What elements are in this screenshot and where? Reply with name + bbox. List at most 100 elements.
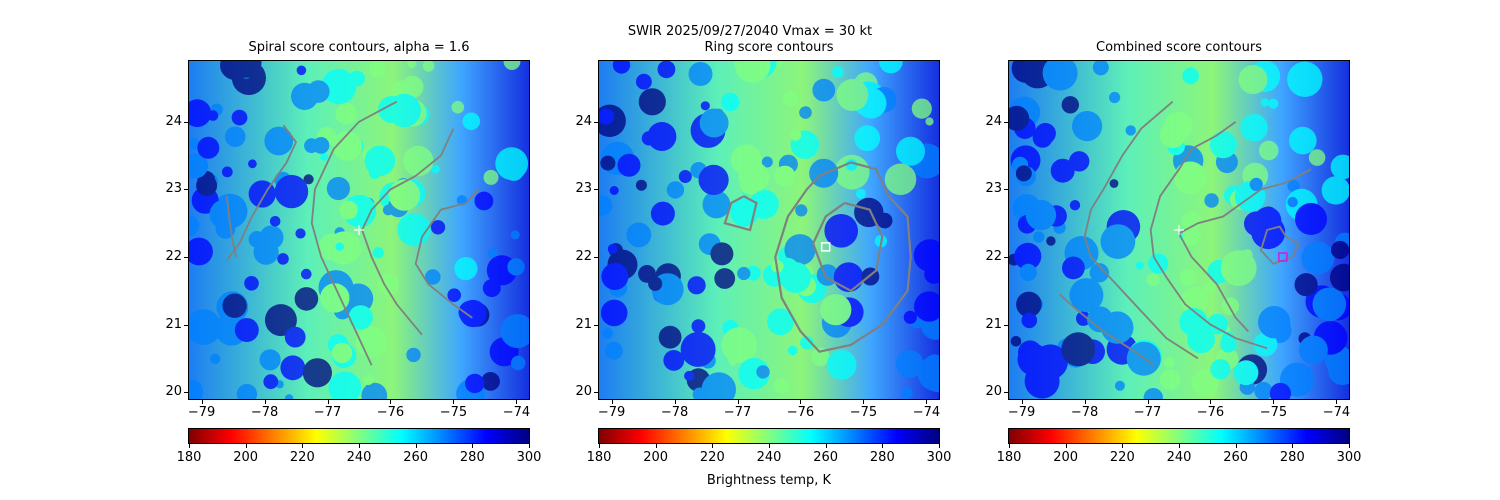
y-tick-label: 24 <box>165 113 182 129</box>
x-tick <box>453 400 455 404</box>
plot-spiral <box>188 60 530 400</box>
y-tick-label: 20 <box>985 384 1002 400</box>
colorbar-tick <box>939 444 940 448</box>
colorbar-tick-label: 220 <box>699 450 725 465</box>
colorbar-tick <box>1235 444 1237 448</box>
colorbar-tick <box>189 444 190 448</box>
colorbar-tick-label: 180 <box>176 450 202 465</box>
x-tick <box>800 400 802 404</box>
colorbar-tick <box>1292 444 1294 448</box>
score-contours <box>723 161 912 353</box>
y-tick <box>594 392 598 394</box>
colorbar-tick <box>1349 444 1350 448</box>
colorbar-tick <box>769 444 770 448</box>
colorbar-tick-label: 240 <box>1166 450 1192 465</box>
y-tick <box>594 189 598 191</box>
colorbar-tick <box>1179 444 1180 448</box>
x-tick-label: −76 <box>376 405 405 420</box>
colorbar-tick <box>415 444 417 448</box>
colorbar-tick-label: 260 <box>403 450 429 465</box>
colorbar-tick <box>882 444 884 448</box>
center-square-marker <box>820 242 831 252</box>
colorbar-tick-label: 280 <box>459 450 485 465</box>
plot-ring <box>598 60 940 400</box>
contour-line-0 <box>1083 100 1199 360</box>
x-tick <box>390 400 392 404</box>
colorbar-tick-label: 260 <box>813 450 839 465</box>
satellite-image-combined <box>1009 61 1349 399</box>
x-tick-label: −77 <box>1133 405 1162 420</box>
contour-line-1 <box>811 201 884 293</box>
y-tick-label: 24 <box>575 113 592 129</box>
satellite-image-spiral <box>189 61 529 399</box>
y-tick-label: 22 <box>985 249 1002 265</box>
colorbar-tick-label: 200 <box>643 450 669 465</box>
y-tick-label: 20 <box>165 384 182 400</box>
x-tick-label: −78 <box>660 405 689 420</box>
y-tick <box>594 257 598 259</box>
center-plus-marker <box>354 225 364 235</box>
x-tick-label: −78 <box>250 405 279 420</box>
colorbar-tick <box>712 444 714 448</box>
x-tick <box>516 400 518 404</box>
y-tick <box>1004 324 1008 326</box>
x-tick <box>1084 400 1086 404</box>
colorbar-tick <box>302 444 304 448</box>
x-tick-label: −78 <box>1070 405 1099 420</box>
colorbar-ring <box>598 428 940 444</box>
x-tick <box>201 400 203 404</box>
colorbar-tick-label: 300 <box>516 450 542 465</box>
x-tick-label: −74 <box>1322 405 1351 420</box>
x-tick-label: −77 <box>723 405 752 420</box>
colorbar-tick <box>245 444 247 448</box>
colorbar-tick-label: 280 <box>869 450 895 465</box>
x-tick <box>1273 400 1275 404</box>
y-tick <box>184 189 188 191</box>
y-tick-label: 23 <box>985 181 1002 197</box>
contour-line-1 <box>226 124 298 261</box>
contour-line-2 <box>1058 293 1155 366</box>
y-tick-label: 21 <box>985 316 1002 332</box>
x-tick-label: −75 <box>439 405 468 420</box>
colorbar-tick <box>1065 444 1067 448</box>
panel-title-spiral: Spiral score contours, alpha = 1.6 <box>248 40 470 55</box>
image-background <box>599 61 939 399</box>
panel-title-ring: Ring score contours <box>704 40 834 55</box>
colorbar-tick <box>825 444 827 448</box>
contour-line-3 <box>361 128 455 336</box>
y-tick <box>184 392 188 394</box>
colorbar-tick <box>655 444 657 448</box>
y-tick-label: 21 <box>575 316 592 332</box>
colorbar-tick <box>359 444 360 448</box>
colorbar-tick <box>529 444 530 448</box>
satellite-image-ring <box>599 61 939 399</box>
colorbar-tick-label: 200 <box>233 450 259 465</box>
center-plus-marker <box>1174 225 1184 235</box>
x-tick-label: −77 <box>313 405 342 420</box>
score-contours <box>225 100 480 366</box>
x-tick <box>1210 400 1212 404</box>
x-tick <box>327 400 329 404</box>
y-tick <box>1004 257 1008 259</box>
score-contours <box>1058 100 1312 366</box>
colorbar-tick-label: 240 <box>756 450 782 465</box>
y-tick-label: 20 <box>575 384 592 400</box>
colorbar-tick-label: 180 <box>586 450 612 465</box>
contour-line-2 <box>310 100 398 366</box>
y-tick <box>1004 121 1008 123</box>
colorbar-tick <box>1122 444 1124 448</box>
y-tick-label: 24 <box>985 113 1002 129</box>
colorbar-tick-label: 280 <box>1279 450 1305 465</box>
cloud-texture <box>189 61 529 399</box>
panel-title-combined: Combined score contours <box>1096 40 1262 55</box>
y-tick-label: 23 <box>165 181 182 197</box>
x-tick <box>674 400 676 404</box>
x-tick-label: −75 <box>849 405 878 420</box>
colorbar-tick-label: 220 <box>289 450 315 465</box>
colorbar-tick <box>1009 444 1010 448</box>
x-tick <box>863 400 865 404</box>
colorbar-tick-label: 180 <box>996 450 1022 465</box>
x-tick <box>1147 400 1149 404</box>
contour-line-4 <box>414 188 480 319</box>
x-tick-label: −74 <box>502 405 531 420</box>
